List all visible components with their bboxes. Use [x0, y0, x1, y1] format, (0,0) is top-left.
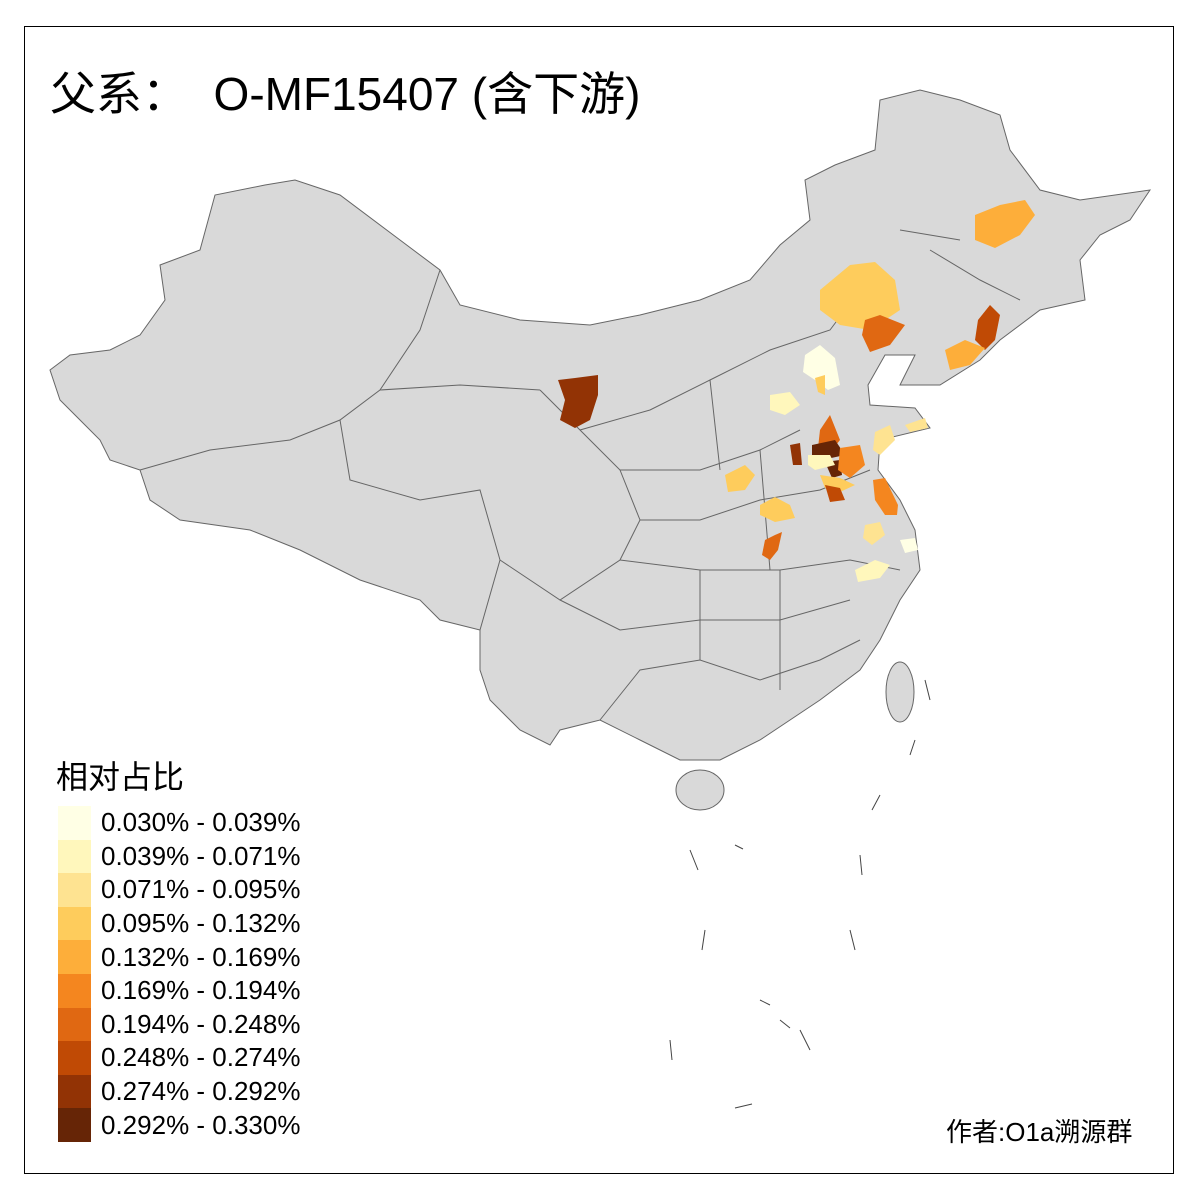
region-anhui-north [825, 485, 845, 502]
region-jilin [975, 305, 1000, 350]
legend-label: 0.274% - 0.292% [101, 1076, 301, 1107]
legend-item: 0.274% - 0.292% [58, 1074, 301, 1109]
region-henan-west [725, 465, 755, 492]
legend-swatch [58, 1041, 91, 1075]
legend-swatch [58, 1108, 91, 1142]
region-gansu [558, 375, 598, 428]
legend-label: 0.248% - 0.274% [101, 1042, 301, 1073]
china-mainland [49, 89, 1152, 761]
chart-title: 父系： O-MF15407 (含下游) [50, 68, 641, 120]
region-shanghai [900, 538, 918, 553]
region-shandong-tip [905, 418, 928, 432]
legend-label: 0.292% - 0.330% [101, 1109, 301, 1140]
region-henan-south [760, 497, 795, 522]
legend-label: 0.030% - 0.039% [101, 807, 301, 838]
legend-item: 0.030% - 0.039% [58, 806, 300, 840]
region-anhui-mid [863, 522, 885, 545]
legend-swatch [58, 973, 91, 1008]
legend-item: 0.095% - 0.132% [58, 906, 301, 941]
legend-item: 0.071% - 0.095% [58, 873, 300, 907]
region-hebei-north [862, 315, 905, 352]
highlighted-regions [558, 200, 1035, 582]
legend-swatch [58, 940, 91, 974]
region-shandong-coast [873, 425, 895, 455]
legend-item: 0.248% - 0.274% [58, 1041, 300, 1075]
legend-item: 0.292% - 0.330% [58, 1108, 300, 1142]
legend-label: 0.132% - 0.169% [101, 941, 301, 972]
region-inner-mongolia [820, 262, 900, 330]
legend-item: 0.039% - 0.071% [58, 839, 301, 874]
legend-item: 0.169% - 0.194% [58, 973, 301, 1008]
legend-label: 0.095% - 0.132% [101, 908, 301, 939]
region-hubei [762, 532, 782, 560]
legend: 0.030% - 0.039% 0.039% - 0.071% 0.071% - 0… [58, 806, 300, 1142]
region-henan-edge [790, 443, 802, 465]
legend-swatch [58, 839, 91, 874]
south-china-sea-islands [669, 679, 931, 1109]
legend-swatch [58, 873, 91, 907]
legend-label: 0.169% - 0.194% [101, 975, 301, 1006]
region-beijing [803, 345, 840, 390]
region-zhejiang [855, 560, 890, 582]
region-shandong-east [838, 445, 865, 478]
region-heilongjiang [975, 200, 1035, 248]
region-shanxi-north [770, 392, 800, 415]
legend-title: 相对占比 [56, 759, 185, 795]
hainan-island [675, 769, 725, 811]
legend-label: 0.039% - 0.071% [101, 840, 301, 871]
legend-item: 0.194% - 0.248% [58, 1007, 301, 1042]
legend-item: 0.132% - 0.169% [58, 940, 300, 974]
legend-label: 0.071% - 0.095% [101, 874, 301, 905]
region-jiangsu-coast [873, 478, 898, 515]
legend-swatch [58, 1007, 91, 1042]
plot-border [24, 26, 1174, 1174]
legend-label: 0.194% - 0.248% [101, 1008, 301, 1039]
region-liaoning [945, 340, 985, 370]
region-hebei-mid [815, 375, 825, 395]
legend-swatch [58, 906, 91, 941]
taiwan-island [885, 661, 915, 723]
region-henan-north [808, 455, 835, 470]
author-credit: 作者:O1a溯源群 [946, 1117, 1133, 1147]
legend-swatch [58, 1074, 91, 1109]
legend-swatch [58, 806, 91, 840]
